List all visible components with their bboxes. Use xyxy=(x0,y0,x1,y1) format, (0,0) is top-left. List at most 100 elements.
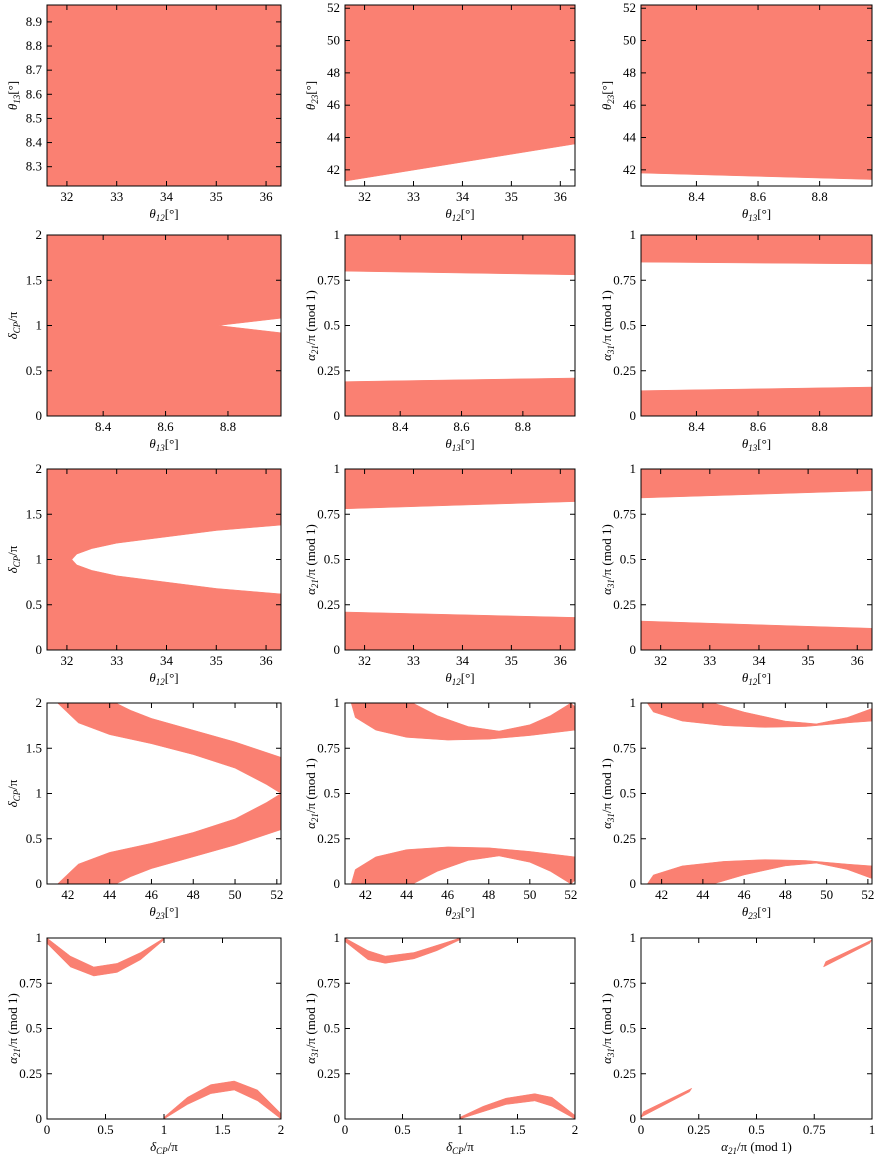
region xyxy=(641,469,872,499)
y-tick-label: 0 xyxy=(334,1111,341,1126)
panel: 32 33 34 35 36 0 0.25 0.5 0.75 1 θ12[°] α31/π (mod … xyxy=(599,461,873,687)
axis-label: α31/π (mod 1) xyxy=(599,758,616,829)
x-tick-label: 42 xyxy=(655,887,668,902)
label-subscript: 12 xyxy=(452,677,462,687)
panel: 42 44 46 48 50 52 0 0.25 0.5 0.75 1 θ23[°] α31/π (mo… xyxy=(599,695,874,921)
y-tick-label: 52 xyxy=(623,0,636,15)
y-tick-label: 48 xyxy=(623,65,636,80)
y-tick-label: 1 xyxy=(36,552,43,567)
x-tick-label: 1.5 xyxy=(509,1122,525,1137)
axis-label: δCP/π xyxy=(5,311,22,339)
label-symbol: α xyxy=(303,353,318,361)
y-tick-label: 0 xyxy=(36,642,43,657)
region xyxy=(163,1080,281,1119)
y-tick-label: 8.4 xyxy=(26,135,43,150)
y-tick-label: 0.75 xyxy=(613,975,636,990)
region xyxy=(822,939,872,968)
region xyxy=(47,235,281,416)
label-subscript: 21 xyxy=(310,345,320,354)
y-tick-label: 0 xyxy=(630,1111,637,1126)
y-tick-label: 0.75 xyxy=(613,740,636,755)
x-tick-label: 32 xyxy=(358,653,371,668)
plot-frame xyxy=(46,4,282,187)
label-subscript: 31 xyxy=(606,1048,616,1058)
label-subscript: CP xyxy=(12,321,22,333)
x-tick-label: 32 xyxy=(60,653,73,668)
y-tick-label: 0.25 xyxy=(19,1066,42,1081)
region xyxy=(345,611,575,650)
y-tick-label: 0.5 xyxy=(620,1021,636,1036)
x-tick-label: 36 xyxy=(260,189,274,204)
label-unit: [°] xyxy=(165,206,179,221)
y-tick-label: 1 xyxy=(334,695,341,710)
y-tick-label: 42 xyxy=(623,162,636,177)
label-symbol: θ xyxy=(742,436,749,451)
x-tick-label: 0 xyxy=(44,1122,51,1137)
x-tick-label: 0 xyxy=(638,1122,645,1137)
region xyxy=(350,703,575,741)
y-tick-label: 0 xyxy=(36,408,43,423)
x-tick-label: 52 xyxy=(564,887,577,902)
label-symbol: θ xyxy=(149,436,156,451)
label-subscript: 23 xyxy=(606,94,616,104)
region xyxy=(47,469,281,650)
x-tick-label: 8.8 xyxy=(812,419,828,434)
x-tick-label: 34 xyxy=(752,653,766,668)
y-tick-label: 0 xyxy=(630,876,637,891)
x-tick-label: 48 xyxy=(779,887,792,902)
x-tick-label: 0.75 xyxy=(803,1122,826,1137)
y-tick-label: 1 xyxy=(630,461,637,476)
y-tick-label: 0.5 xyxy=(620,786,636,801)
x-tick-label: 35 xyxy=(802,653,815,668)
x-tick-label: 44 xyxy=(696,887,710,902)
label-unit: [°] xyxy=(599,81,614,95)
label-symbol: α xyxy=(721,1139,729,1154)
x-tick-label: 52 xyxy=(861,887,874,902)
x-tick-label: 46 xyxy=(145,887,159,902)
axis-label: θ12[°] xyxy=(149,206,178,223)
x-tick-label: 8.4 xyxy=(688,419,705,434)
y-tick-label: 1 xyxy=(334,461,341,476)
x-tick-label: 42 xyxy=(359,887,372,902)
x-tick-label: 50 xyxy=(229,887,242,902)
y-tick-label: 0.25 xyxy=(613,1066,636,1081)
panel: 32 33 34 35 368.38.48.58.68.78.88.9θ12[°]θ13… xyxy=(5,4,282,223)
label-unit: /π (mod 1) xyxy=(303,290,318,345)
y-tick-label: 1.5 xyxy=(26,740,42,755)
x-tick-label: 35 xyxy=(505,189,518,204)
x-tick-label: 8.6 xyxy=(750,419,767,434)
region xyxy=(345,469,575,510)
label-symbol: α xyxy=(599,1056,614,1064)
label-unit: /π (mod 1) xyxy=(303,524,318,579)
plot-area xyxy=(47,235,281,416)
label-unit: /π xyxy=(5,311,20,322)
plot-area xyxy=(345,469,575,650)
y-tick-label: 0 xyxy=(630,408,637,423)
y-tick-label: 8.9 xyxy=(26,14,42,29)
label-symbol: θ xyxy=(742,670,749,685)
x-tick-label: 0.5 xyxy=(748,1122,764,1137)
label-symbol: θ xyxy=(149,904,156,919)
axis-label: α21/π (mod 1) xyxy=(721,1139,792,1156)
label-symbol: δ xyxy=(5,566,20,573)
axis-label: θ23[°] xyxy=(445,904,474,921)
region xyxy=(641,1087,693,1118)
plot-area xyxy=(57,703,281,884)
label-unit: [°] xyxy=(757,436,771,451)
axis-label: δCP/π xyxy=(150,1139,178,1156)
x-tick-label: 8.8 xyxy=(812,189,828,204)
label-subscript: 12 xyxy=(748,677,758,687)
plot-area xyxy=(641,235,872,416)
label-unit: [°] xyxy=(165,436,179,451)
label-subscript: 21 xyxy=(310,813,320,822)
label-unit: /π xyxy=(5,779,20,790)
y-tick-label: 0.25 xyxy=(613,831,636,846)
label-symbol: θ xyxy=(742,904,749,919)
y-tick-label: 1 xyxy=(334,227,341,242)
label-unit: [°] xyxy=(165,670,179,685)
plot-frame xyxy=(640,937,873,1120)
label-subscript: 13 xyxy=(156,443,166,453)
region xyxy=(345,5,575,182)
